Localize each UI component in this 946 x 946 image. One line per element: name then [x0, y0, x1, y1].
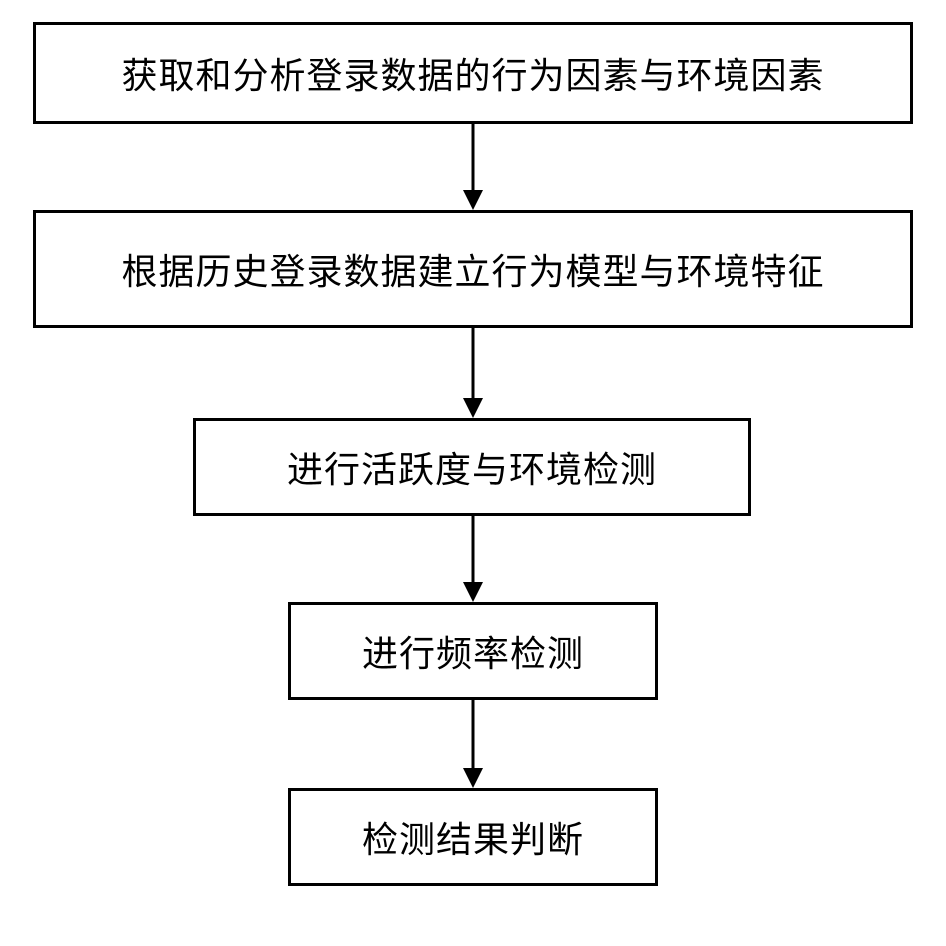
flow-node-5-label: 检测结果判断: [362, 811, 584, 863]
flow-node-2-label: 根据历史登录数据建立行为模型与环境特征: [121, 243, 824, 295]
flow-edge-1: [453, 124, 493, 210]
flowchart-canvas: 获取和分析登录数据的行为因素与环境因素 根据历史登录数据建立行为模型与环境特征 …: [0, 0, 946, 946]
flow-node-3: 进行活跃度与环境检测: [193, 418, 751, 516]
flow-node-3-label: 进行活跃度与环境检测: [287, 441, 657, 493]
flow-node-4: 进行频率检测: [288, 602, 658, 700]
flow-edge-2: [453, 328, 493, 418]
flow-node-1: 获取和分析登录数据的行为因素与环境因素: [33, 22, 913, 124]
flow-edge-3: [453, 516, 493, 602]
flow-node-2: 根据历史登录数据建立行为模型与环境特征: [33, 210, 913, 328]
flow-edge-4: [453, 700, 493, 788]
flow-node-5: 检测结果判断: [288, 788, 658, 886]
flow-node-1-label: 获取和分析登录数据的行为因素与环境因素: [121, 47, 824, 99]
flow-node-4-label: 进行频率检测: [362, 625, 584, 677]
